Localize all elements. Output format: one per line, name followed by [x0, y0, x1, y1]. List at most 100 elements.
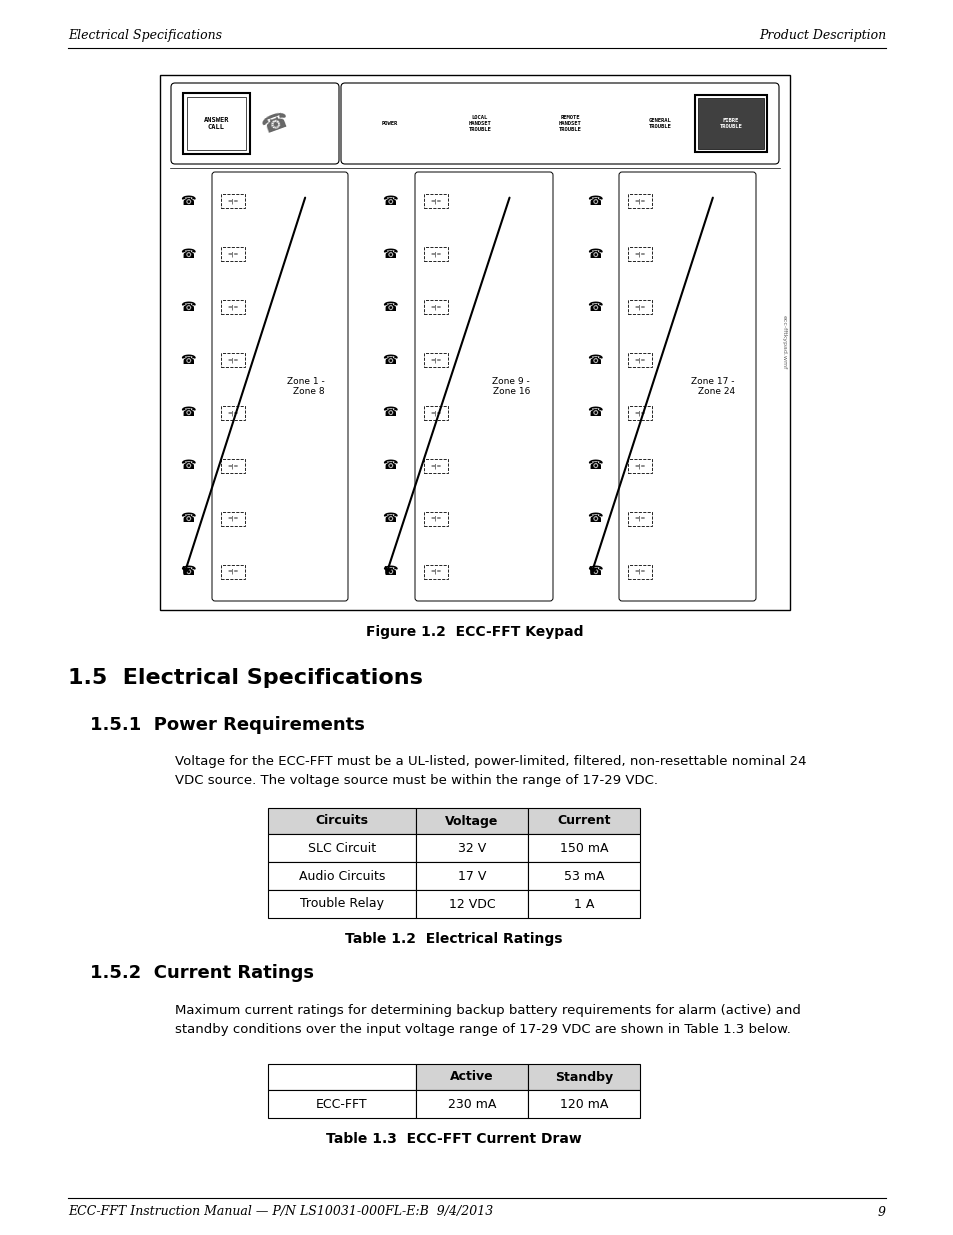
Text: ☎: ☎ [258, 110, 292, 137]
Bar [627, 459, 651, 473]
Text: 230 mA: 230 mA [447, 1098, 496, 1110]
Text: Trouble Relay: Trouble Relay [299, 898, 384, 910]
Bar [527, 834, 639, 862]
Bar [416, 1091, 527, 1118]
Text: 150 mA: 150 mA [559, 841, 608, 855]
Bar [268, 862, 416, 890]
Bar [627, 247, 651, 262]
Text: =|=: =|= [227, 516, 238, 521]
Bar [423, 406, 448, 420]
FancyBboxPatch shape [415, 172, 553, 601]
Text: REMOTE
HANDSET
TROUBLE: REMOTE HANDSET TROUBLE [558, 115, 580, 132]
Text: FIBRE
TROUBLE: FIBRE TROUBLE [719, 119, 741, 128]
Text: =|=: =|= [430, 410, 441, 416]
Bar [221, 406, 245, 420]
Text: Active: Active [450, 1071, 494, 1083]
Text: ☎: ☎ [587, 513, 602, 525]
Text: ☎: ☎ [587, 459, 602, 472]
Bar [416, 1065, 527, 1091]
Bar [627, 511, 651, 526]
Bar [695, 95, 766, 152]
Text: ECC-FFT: ECC-FFT [315, 1098, 368, 1110]
Text: Zone 1 -
Zone 8: Zone 1 - Zone 8 [287, 377, 325, 396]
Text: =|=: =|= [634, 357, 645, 363]
Text: =|=: =|= [430, 357, 441, 363]
Text: LOCAL
HANDSET
TROUBLE: LOCAL HANDSET TROUBLE [468, 115, 491, 132]
Text: ☎: ☎ [587, 248, 602, 261]
Bar [221, 511, 245, 526]
Text: ☎: ☎ [382, 459, 397, 472]
Text: GENERAL
TROUBLE: GENERAL TROUBLE [648, 119, 671, 128]
Bar [268, 808, 416, 834]
Text: Voltage for the ECC-FFT must be a UL-listed, power-limited, filtered, non-resett: Voltage for the ECC-FFT must be a UL-lis… [174, 755, 805, 787]
Text: ☎: ☎ [382, 406, 397, 420]
Text: ECC-FFT Instruction Manual — P/N LS10031-000FL-E:B  9/4/2013: ECC-FFT Instruction Manual — P/N LS10031… [68, 1205, 493, 1219]
Bar [416, 890, 527, 918]
Bar [187, 98, 246, 149]
Bar [423, 353, 448, 367]
Bar [416, 862, 527, 890]
Bar [268, 1065, 416, 1091]
Text: =|=: =|= [430, 252, 441, 257]
Text: =|=: =|= [227, 410, 238, 416]
Text: Circuits: Circuits [315, 815, 368, 827]
Bar [221, 353, 245, 367]
Text: Audio Circuits: Audio Circuits [298, 869, 385, 883]
Text: 120 mA: 120 mA [559, 1098, 608, 1110]
FancyBboxPatch shape [340, 83, 779, 164]
Text: =|=: =|= [430, 199, 441, 204]
Bar [627, 300, 651, 314]
Text: ecc-fftkypad.wmf: ecc-fftkypad.wmf [781, 315, 785, 369]
Text: ☎: ☎ [587, 300, 602, 314]
Text: Figure 1.2  ECC-FFT Keypad: Figure 1.2 ECC-FFT Keypad [366, 625, 583, 638]
Text: ☎: ☎ [382, 248, 397, 261]
Text: 9: 9 [877, 1205, 885, 1219]
Text: =|=: =|= [430, 516, 441, 521]
Text: 17 V: 17 V [457, 869, 486, 883]
Text: ☎: ☎ [382, 513, 397, 525]
Bar [527, 890, 639, 918]
Text: ☎: ☎ [587, 353, 602, 367]
Text: 1 A: 1 A [573, 898, 594, 910]
Bar [423, 247, 448, 262]
Text: =|=: =|= [227, 199, 238, 204]
Bar [423, 300, 448, 314]
Bar [527, 1065, 639, 1091]
FancyBboxPatch shape [171, 83, 338, 164]
Bar [627, 353, 651, 367]
Text: 32 V: 32 V [457, 841, 486, 855]
Text: ☎: ☎ [382, 353, 397, 367]
Text: 1.5.2  Current Ratings: 1.5.2 Current Ratings [90, 965, 314, 982]
Text: Voltage: Voltage [445, 815, 498, 827]
Bar [221, 459, 245, 473]
Text: ☎: ☎ [587, 566, 602, 578]
Text: =|=: =|= [634, 305, 645, 310]
Text: 53 mA: 53 mA [563, 869, 603, 883]
Text: ☎: ☎ [382, 195, 397, 207]
FancyBboxPatch shape [618, 172, 755, 601]
Bar [627, 194, 651, 209]
Text: =|=: =|= [227, 305, 238, 310]
Bar [698, 98, 763, 149]
Text: =|=: =|= [634, 569, 645, 574]
Bar [268, 1091, 416, 1118]
Bar [221, 194, 245, 209]
Text: Table 1.3  ECC-FFT Current Draw: Table 1.3 ECC-FFT Current Draw [326, 1132, 581, 1146]
Text: SLC Circuit: SLC Circuit [308, 841, 375, 855]
Text: POWER: POWER [381, 121, 397, 126]
Bar [160, 75, 789, 610]
Text: ☎: ☎ [180, 566, 195, 578]
Text: ANSWER
CALL: ANSWER CALL [204, 117, 229, 130]
Text: Product Description: Product Description [758, 28, 885, 42]
Text: Current: Current [557, 815, 610, 827]
Text: ☎: ☎ [587, 195, 602, 207]
Bar [221, 300, 245, 314]
Text: ☎: ☎ [382, 566, 397, 578]
Bar [627, 406, 651, 420]
Text: 1.5  Electrical Specifications: 1.5 Electrical Specifications [68, 668, 422, 688]
Text: =|=: =|= [227, 463, 238, 468]
Text: ☎: ☎ [180, 459, 195, 472]
Text: ☎: ☎ [180, 300, 195, 314]
Bar [268, 890, 416, 918]
Text: =|=: =|= [430, 463, 441, 468]
